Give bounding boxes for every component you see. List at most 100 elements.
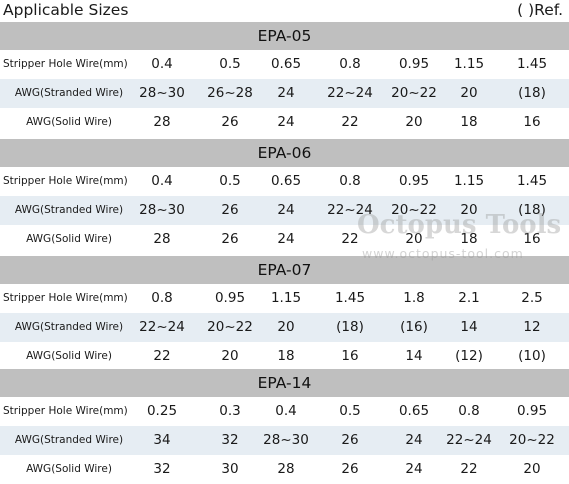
table-cell: (18) bbox=[336, 319, 364, 335]
table-row: Stripper Hole Wire(mm) 0.4 0.5 0.65 0.8 0.95 1… bbox=[0, 167, 569, 196]
table-cell: 32 bbox=[153, 461, 171, 477]
page-title: Applicable Sizes bbox=[3, 1, 129, 19]
row-label: AWG(Solid Wire) bbox=[26, 116, 112, 128]
table-cell: 20 bbox=[460, 202, 478, 218]
table-row: AWG(Stranded Wire) 28~30 26~28 24 22~24 20~22… bbox=[0, 79, 569, 108]
table-cell: 28~30 bbox=[263, 432, 309, 448]
table-cell: 0.8 bbox=[458, 403, 480, 419]
table-cell: 1.45 bbox=[516, 56, 548, 72]
table-cell: 26 bbox=[221, 114, 239, 130]
table-cell: 28~30 bbox=[139, 85, 185, 101]
table-cell: 24 bbox=[277, 114, 295, 130]
row-label: Stripper Hole Wire(mm) bbox=[3, 405, 128, 417]
row-label: AWG(Stranded Wire) bbox=[14, 87, 124, 99]
table-cell: 16 bbox=[523, 114, 541, 130]
row-label: Stripper Hole Wire(mm) bbox=[3, 58, 128, 70]
table-cell: 18 bbox=[460, 231, 478, 247]
table-cell: 28 bbox=[277, 461, 295, 477]
table-cell: 22 bbox=[341, 114, 359, 130]
table-cell: 20~22 bbox=[391, 202, 437, 218]
top-bar: Applicable Sizes ( )Ref. bbox=[0, 0, 569, 22]
size-table-section: EPA-07 Stripper Hole Wire(mm) 0.8 0.95 1.15 1… bbox=[0, 256, 569, 371]
row-label: AWG(Solid Wire) bbox=[26, 350, 112, 362]
table-cell: 0.95 bbox=[516, 403, 548, 419]
table-cell: 14 bbox=[405, 348, 423, 364]
table-cell: 20~22 bbox=[391, 85, 437, 101]
table-cell: 22 bbox=[153, 348, 171, 364]
table-cell: 24 bbox=[277, 202, 295, 218]
table-row: AWG(Solid Wire) 28 26 24 22 20 18 16 bbox=[0, 108, 569, 137]
table-cell: 34 bbox=[153, 432, 171, 448]
table-cell: 20 bbox=[460, 85, 478, 101]
table-cell: 32 bbox=[221, 432, 239, 448]
table-cell: 20 bbox=[277, 319, 295, 335]
table-cell: 24 bbox=[277, 231, 295, 247]
table-cell: 0.4 bbox=[275, 403, 297, 419]
table-cell: 16 bbox=[523, 231, 541, 247]
row-label: AWG(Stranded Wire) bbox=[14, 434, 124, 446]
table-cell: 14 bbox=[460, 319, 478, 335]
model-header: EPA-06 bbox=[0, 139, 569, 167]
table-cell: (18) bbox=[518, 85, 546, 101]
table-cell: 0.8 bbox=[151, 290, 173, 306]
table-cell: 22~24 bbox=[446, 432, 492, 448]
table-cell: 26 bbox=[341, 432, 359, 448]
row-label: Stripper Hole Wire(mm) bbox=[3, 175, 128, 187]
table-cell: 0.8 bbox=[339, 56, 361, 72]
table-cell: (10) bbox=[518, 348, 546, 364]
table-row: AWG(Stranded Wire) 22~24 20~22 20 (18) (16) 14… bbox=[0, 313, 569, 342]
table-cell: 1.15 bbox=[453, 56, 485, 72]
table-cell: 0.65 bbox=[270, 56, 302, 72]
row-label: AWG(Solid Wire) bbox=[26, 463, 112, 475]
table-cell: 0.25 bbox=[146, 403, 178, 419]
table-row: Stripper Hole Wire(mm) 0.25 0.3 0.4 0.5 0.65 0… bbox=[0, 397, 569, 426]
table-cell: 2.5 bbox=[521, 290, 543, 306]
table-cell: 30 bbox=[221, 461, 239, 477]
table-cell: 18 bbox=[277, 348, 295, 364]
table-cell: (18) bbox=[518, 202, 546, 218]
table-cell: 20 bbox=[221, 348, 239, 364]
row-label: Stripper Hole Wire(mm) bbox=[3, 292, 128, 304]
table-cell: 20 bbox=[405, 114, 423, 130]
table-cell: 0.95 bbox=[398, 56, 430, 72]
table-cell: (16) bbox=[400, 319, 428, 335]
table-cell: 0.3 bbox=[219, 403, 241, 419]
size-table-section: EPA-05 Stripper Hole Wire(mm) 0.4 0.5 0.65 0.… bbox=[0, 22, 569, 137]
table-cell: 0.4 bbox=[151, 173, 173, 189]
table-cell: 20 bbox=[523, 461, 541, 477]
table-cell: 26~28 bbox=[207, 85, 253, 101]
table-cell: 18 bbox=[460, 114, 478, 130]
table-cell: 24 bbox=[405, 432, 423, 448]
model-header: EPA-14 bbox=[0, 369, 569, 397]
table-cell: 20~22 bbox=[207, 319, 253, 335]
table-cell: 26 bbox=[221, 202, 239, 218]
row-label: AWG(Stranded Wire) bbox=[14, 204, 124, 216]
table-cell: 24 bbox=[405, 461, 423, 477]
table-cell: 0.4 bbox=[151, 56, 173, 72]
table-cell: 1.45 bbox=[516, 173, 548, 189]
table-cell: 1.15 bbox=[270, 290, 302, 306]
model-header: EPA-07 bbox=[0, 256, 569, 284]
row-label: AWG(Solid Wire) bbox=[26, 233, 112, 245]
size-table-section: EPA-06 Stripper Hole Wire(mm) 0.4 0.5 0.65 0.… bbox=[0, 139, 569, 254]
table-cell: 22~24 bbox=[139, 319, 185, 335]
table-cell: 1.8 bbox=[403, 290, 425, 306]
table-cell: 22~24 bbox=[327, 202, 373, 218]
table-row: AWG(Stranded Wire) 34 32 28~30 26 24 22~24 20~2… bbox=[0, 426, 569, 455]
table-cell: 26 bbox=[221, 231, 239, 247]
table-cell: 0.5 bbox=[219, 56, 241, 72]
table-cell: 0.95 bbox=[398, 173, 430, 189]
table-cell: 24 bbox=[277, 85, 295, 101]
table-cell: 0.5 bbox=[219, 173, 241, 189]
table-cell: 20 bbox=[405, 231, 423, 247]
table-row: AWG(Solid Wire) 22 20 18 16 14 (12) (10) bbox=[0, 342, 569, 371]
table-cell: 1.15 bbox=[453, 173, 485, 189]
table-cell: (12) bbox=[455, 348, 483, 364]
table-cell: 22~24 bbox=[327, 85, 373, 101]
table-cell: 0.65 bbox=[270, 173, 302, 189]
table-cell: 0.65 bbox=[398, 403, 430, 419]
table-cell: 1.45 bbox=[334, 290, 366, 306]
table-cell: 0.5 bbox=[339, 403, 361, 419]
table-cell: 0.8 bbox=[339, 173, 361, 189]
table-cell: 16 bbox=[341, 348, 359, 364]
